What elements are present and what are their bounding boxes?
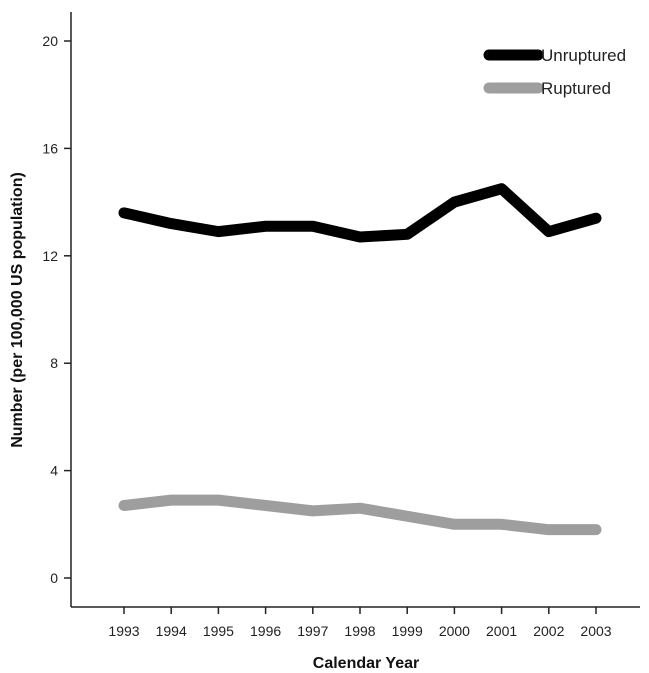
x-tick-label: 1998: [344, 623, 375, 639]
legend-label-ruptured: Ruptured: [541, 79, 611, 98]
series-line-ruptured: [118, 494, 602, 536]
series-lines: [118, 183, 602, 536]
y-axis-title: Number (per 100,000 US population): [9, 172, 26, 448]
y-tick-label: 0: [50, 570, 58, 586]
x-tick-label: 2000: [439, 623, 470, 639]
x-tick-label: 1994: [156, 623, 187, 639]
x-tick-label: 1999: [392, 623, 423, 639]
x-tick-label: 2003: [580, 623, 611, 639]
x-tick-label: 1993: [108, 623, 139, 639]
x-axis-title: Calendar Year: [313, 655, 419, 672]
y-tick-label: 12: [42, 248, 58, 264]
y-tick-label: 8: [50, 355, 58, 371]
x-tick-label: 2002: [533, 623, 564, 639]
ticks: 0 4 8 12 16 20 1993 1994 1995 1996 1997 1998 1999 200…: [42, 33, 611, 639]
legend-label-unruptured: Unruptured: [541, 46, 626, 65]
y-tick-label: 4: [50, 463, 58, 479]
x-tick-label: 1996: [250, 623, 281, 639]
x-tick-label: 2001: [486, 623, 517, 639]
x-tick-label: 1997: [297, 623, 328, 639]
y-tick-label: 20: [42, 33, 58, 49]
legend: Unruptured Ruptured: [483, 46, 626, 98]
series-line-unruptured: [118, 183, 602, 243]
y-tick-label: 16: [42, 140, 58, 156]
x-tick-label: 1995: [203, 623, 234, 639]
axes: [70, 12, 640, 608]
